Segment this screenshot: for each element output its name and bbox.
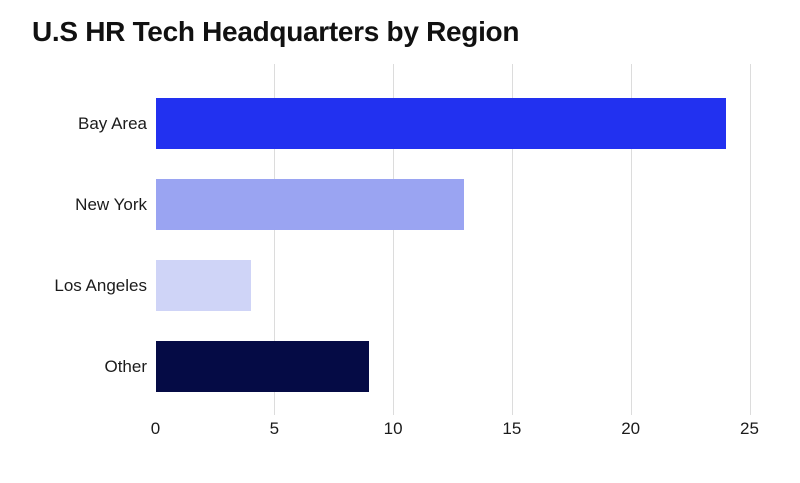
gridline-x-5 — [274, 64, 276, 415]
x-tick-label-20: 20 — [621, 419, 641, 438]
gridline-x-10 — [393, 64, 395, 415]
gridline-x-25 — [749, 64, 751, 415]
category-label-los-angeles: Los Angeles — [54, 276, 147, 295]
bar-los-angeles — [155, 260, 251, 311]
x-tick-label-5: 5 — [269, 419, 280, 438]
gridline-x-20 — [630, 64, 632, 415]
category-label-new-york: New York — [75, 195, 147, 214]
x-tick-label-0: 0 — [150, 419, 161, 438]
bar-other — [155, 341, 370, 392]
chart-title: U.S HR Tech Headquarters by Region — [32, 16, 520, 47]
category-label-other: Other — [104, 357, 147, 376]
bar-bay-area — [155, 98, 726, 149]
bar-new-york — [155, 179, 465, 230]
gridline-x-15 — [511, 64, 513, 415]
x-tick-label-25: 25 — [740, 419, 759, 438]
category-label-bay-area: Bay Area — [78, 114, 147, 133]
x-tick-label-15: 15 — [502, 419, 522, 438]
x-tick-label-10: 10 — [383, 419, 403, 438]
